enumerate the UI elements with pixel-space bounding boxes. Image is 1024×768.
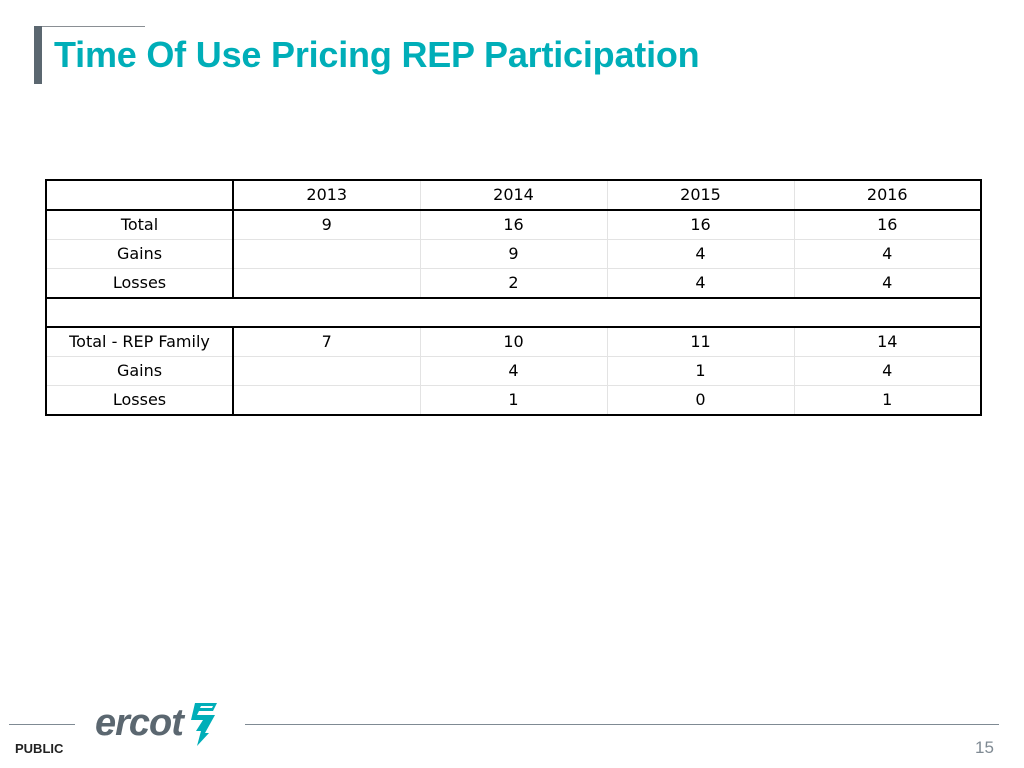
header-cell: 2013 <box>233 179 421 211</box>
footer-divider <box>9 724 75 725</box>
page-number: 15 <box>975 738 994 757</box>
table-cell <box>233 268 421 299</box>
table-cell: 9 <box>233 210 421 240</box>
table-cell: 16 <box>607 210 795 240</box>
table-cell: 1 <box>607 356 795 386</box>
table-row: Total 9 16 16 16 <box>45 210 982 240</box>
row-label: Losses <box>45 385 234 416</box>
table-cell: 2 <box>420 268 608 299</box>
header-cell <box>45 179 234 211</box>
table-cell: 4 <box>420 356 608 386</box>
table-cell: 11 <box>607 327 795 357</box>
table-cell: 4 <box>794 268 982 299</box>
header-cell: 2016 <box>794 179 982 211</box>
table-cell: 1 <box>420 385 608 416</box>
row-label: Gains <box>45 239 234 269</box>
table-spacer-row <box>45 298 982 328</box>
table-header-row: 2013 2014 2015 2016 <box>45 179 982 211</box>
table-cell: 10 <box>420 327 608 357</box>
table-cell: 4 <box>794 356 982 386</box>
table-cell: 4 <box>607 268 795 299</box>
lightning-mark-icon <box>190 703 217 746</box>
table-cell: 4 <box>794 239 982 269</box>
table-cell <box>233 385 421 416</box>
spacer-cell <box>45 298 982 328</box>
title-accent-line <box>34 26 145 27</box>
table-cell: 0 <box>607 385 795 416</box>
table-cell: 7 <box>233 327 421 357</box>
table-cell: 1 <box>794 385 982 416</box>
table-cell <box>233 239 421 269</box>
slide-title: Time Of Use Pricing REP Participation <box>54 34 700 75</box>
logo-wordmark: ercot <box>95 702 184 744</box>
title-accent-bar <box>34 26 42 84</box>
table-row: Losses 1 0 1 <box>45 385 982 416</box>
row-label: Total <box>45 210 234 240</box>
row-label: Losses <box>45 268 234 299</box>
table-cell: 4 <box>607 239 795 269</box>
table-cell: 16 <box>420 210 608 240</box>
table-row: Total - REP Family 7 10 11 14 <box>45 327 982 357</box>
ercot-logo: ercot <box>95 698 223 748</box>
row-label: Gains <box>45 356 234 386</box>
row-label: Total - REP Family <box>45 327 234 357</box>
header-cell: 2015 <box>607 179 795 211</box>
table-cell: 9 <box>420 239 608 269</box>
participation-table: 2013 2014 2015 2016 Total 9 16 16 16 Gai… <box>45 179 982 416</box>
table-cell <box>233 356 421 386</box>
table-row: Losses 2 4 4 <box>45 268 982 299</box>
table-cell: 16 <box>794 210 982 240</box>
table-row: Gains 9 4 4 <box>45 239 982 269</box>
header-cell: 2014 <box>420 179 608 211</box>
table-row: Gains 4 1 4 <box>45 356 982 386</box>
footer-divider <box>245 724 999 725</box>
table-cell: 14 <box>794 327 982 357</box>
classification-label: PUBLIC <box>15 741 64 756</box>
